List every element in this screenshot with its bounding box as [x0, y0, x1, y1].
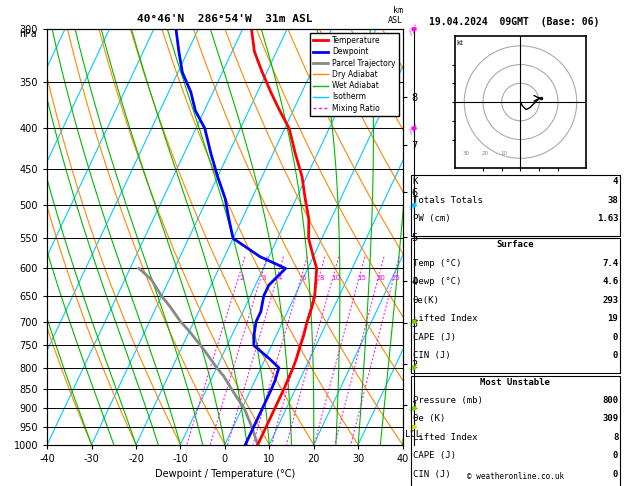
Text: Most Unstable: Most Unstable [480, 378, 550, 386]
Text: 8: 8 [613, 433, 618, 442]
Text: Pressure (mb): Pressure (mb) [413, 396, 482, 405]
Text: 2: 2 [239, 275, 243, 281]
Text: 0: 0 [613, 332, 618, 342]
Text: Lifted Index: Lifted Index [413, 314, 477, 323]
Text: CAPE (J): CAPE (J) [413, 332, 455, 342]
Text: CIN (J): CIN (J) [413, 351, 450, 360]
Text: 20: 20 [481, 151, 488, 156]
Text: 0: 0 [613, 451, 618, 460]
Text: kt: kt [457, 40, 464, 46]
Text: PW (cm): PW (cm) [413, 214, 450, 224]
Text: CAPE (J): CAPE (J) [413, 451, 455, 460]
Text: 20: 20 [376, 275, 386, 281]
Text: 4: 4 [278, 275, 282, 281]
Text: 15: 15 [357, 275, 366, 281]
Text: ///: /// [407, 22, 421, 36]
Text: 1.63: 1.63 [597, 214, 618, 224]
Text: CIN (J): CIN (J) [413, 470, 450, 479]
Text: θe(K): θe(K) [413, 295, 440, 305]
Text: hPa: hPa [19, 29, 36, 39]
Text: θe (K): θe (K) [413, 415, 445, 423]
Text: 8: 8 [319, 275, 324, 281]
Text: 6: 6 [302, 275, 306, 281]
Text: Surface: Surface [496, 240, 534, 249]
Text: 293: 293 [602, 295, 618, 305]
Text: K: K [413, 177, 418, 187]
Text: 10: 10 [500, 151, 507, 156]
Text: 7.4: 7.4 [602, 259, 618, 268]
Text: © weatheronline.co.uk: © weatheronline.co.uk [467, 472, 564, 481]
Text: ///: /// [407, 199, 421, 212]
Text: 4: 4 [613, 177, 618, 187]
Text: 0: 0 [613, 470, 618, 479]
Text: 30: 30 [463, 151, 470, 156]
Text: ///: /// [407, 122, 421, 135]
Text: 0: 0 [613, 351, 618, 360]
Text: 38: 38 [608, 196, 618, 205]
Text: ///: /// [407, 361, 421, 374]
Text: 309: 309 [602, 415, 618, 423]
Text: 40°46'N  286°54'W  31m ASL: 40°46'N 286°54'W 31m ASL [137, 14, 313, 24]
Text: 25: 25 [392, 275, 401, 281]
Text: 10: 10 [331, 275, 340, 281]
Text: LCL: LCL [405, 431, 421, 439]
Text: Lifted Index: Lifted Index [413, 433, 477, 442]
Text: 19: 19 [608, 314, 618, 323]
Text: 800: 800 [602, 396, 618, 405]
Text: Temp (°C): Temp (°C) [413, 259, 461, 268]
Legend: Temperature, Dewpoint, Parcel Trajectory, Dry Adiabat, Wet Adiabat, Isotherm, Mi: Temperature, Dewpoint, Parcel Trajectory… [310, 33, 399, 116]
Text: 3: 3 [262, 275, 266, 281]
Text: ///: /// [407, 402, 421, 415]
X-axis label: Dewpoint / Temperature (°C): Dewpoint / Temperature (°C) [155, 469, 295, 479]
Text: 19.04.2024  09GMT  (Base: 06): 19.04.2024 09GMT (Base: 06) [429, 17, 599, 27]
Text: Dewp (°C): Dewp (°C) [413, 277, 461, 286]
Text: ///: /// [407, 315, 421, 328]
Text: ///: /// [407, 420, 421, 434]
Text: km
ASL: km ASL [387, 6, 403, 25]
Text: Totals Totals: Totals Totals [413, 196, 482, 205]
Text: 4.6: 4.6 [602, 277, 618, 286]
